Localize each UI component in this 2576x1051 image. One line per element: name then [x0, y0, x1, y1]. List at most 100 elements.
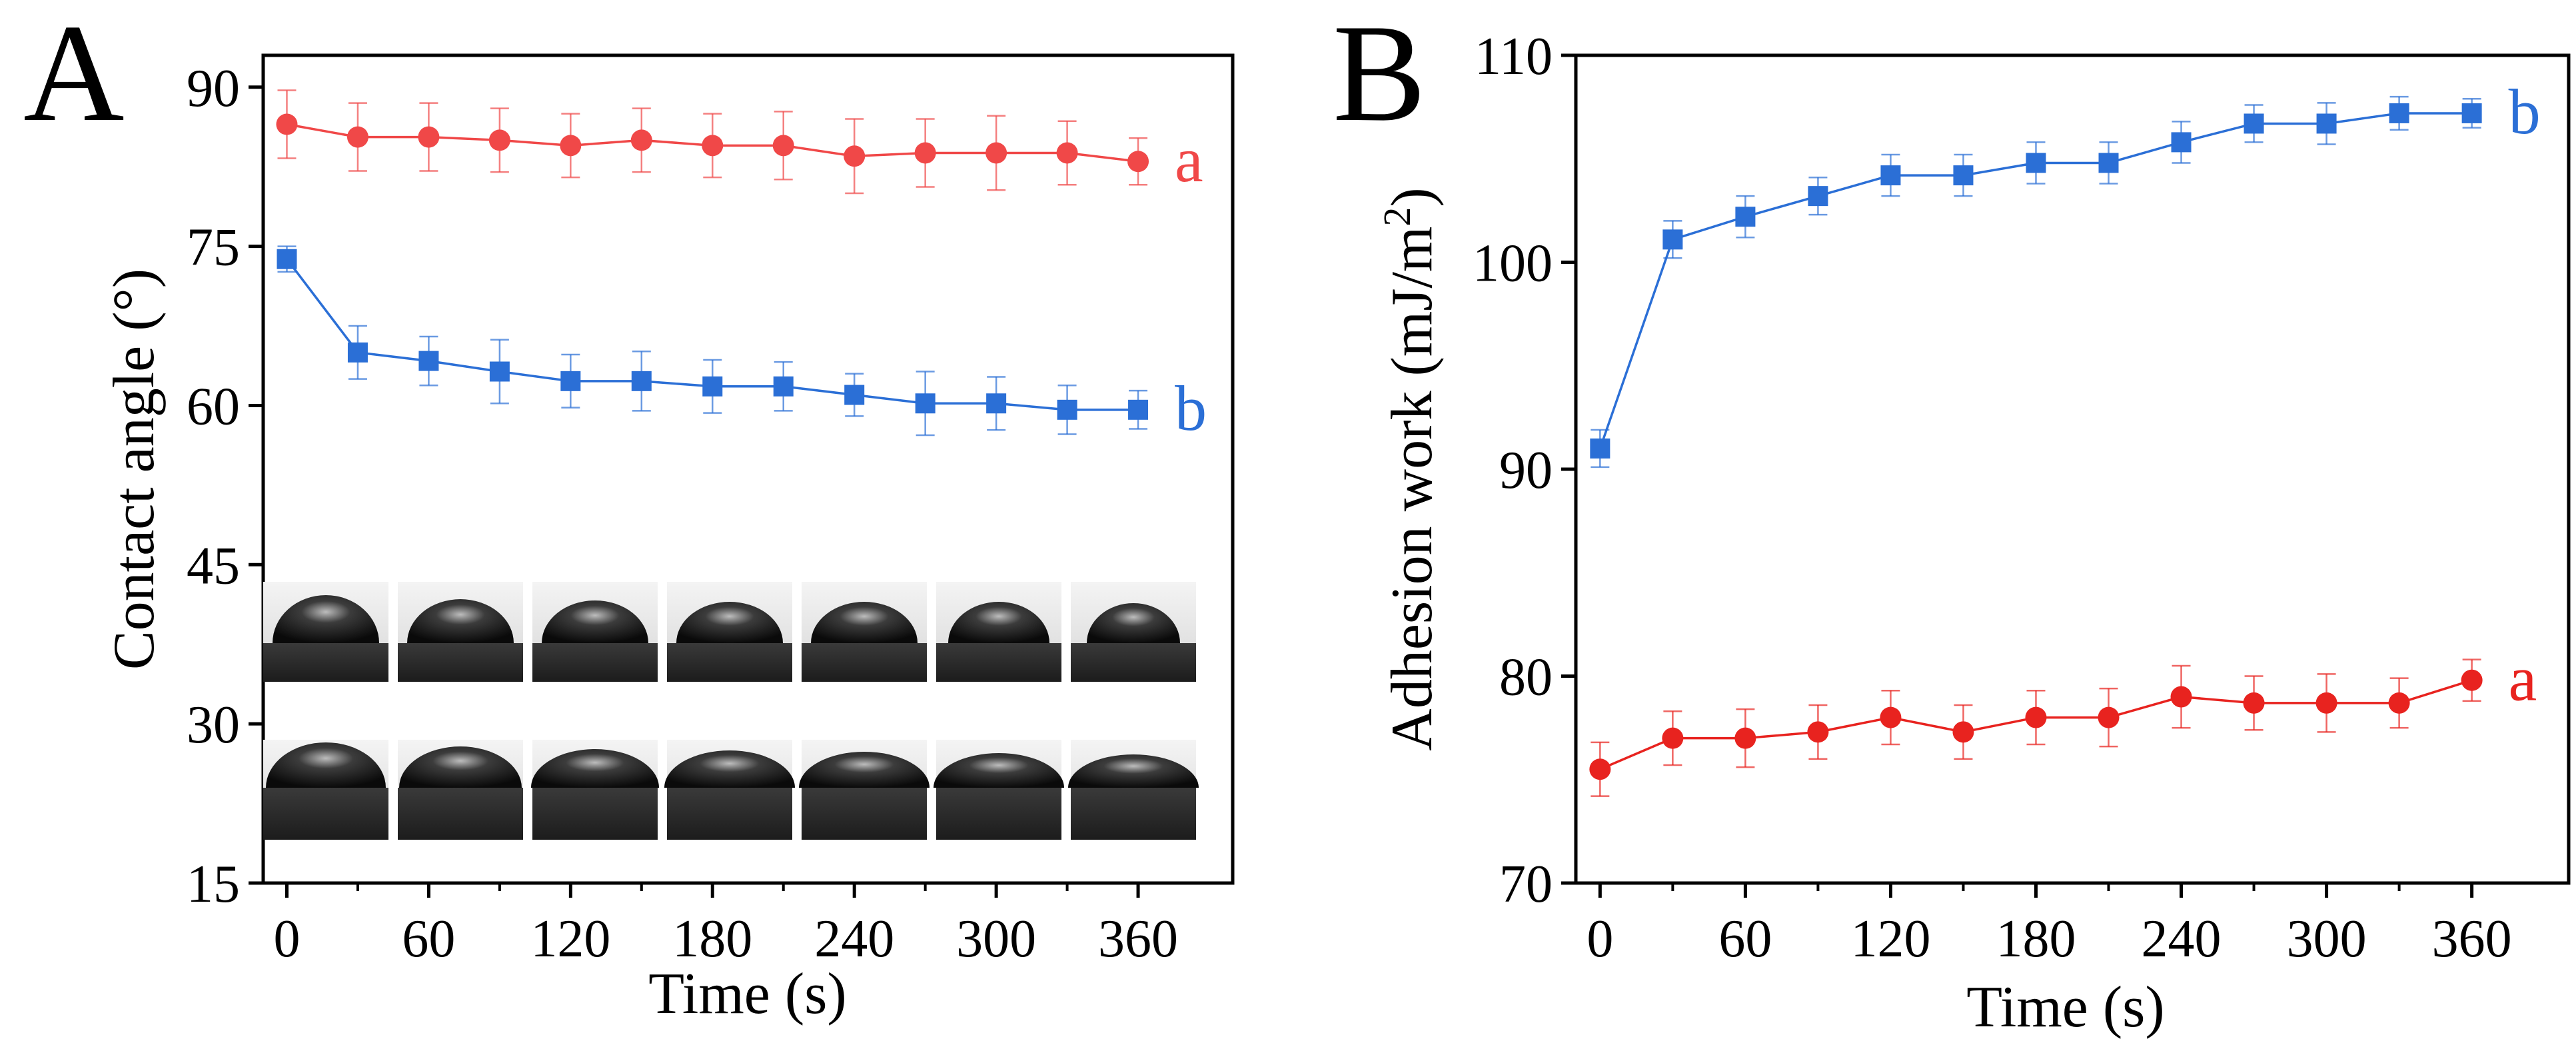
data-point: [1880, 165, 1901, 186]
data-point: [844, 145, 866, 167]
panel-b-y-axis-title: Adhesion work (mJ/m2): [1375, 187, 1445, 750]
data-point: [1662, 727, 1684, 749]
x-tick-label: 120: [1850, 910, 1930, 968]
data-point: [2171, 132, 2192, 153]
data-point: [1057, 399, 1077, 420]
data-point: [1127, 151, 1149, 173]
data-point: [630, 129, 652, 151]
data-point: [914, 142, 936, 164]
y-tick-label: 90: [187, 59, 240, 118]
panel-b-plot-frame: [1574, 53, 2571, 885]
data-point: [1808, 186, 1828, 207]
data-point: [1952, 721, 1974, 743]
panel-a-x-axis-title: Time (s): [648, 962, 846, 1026]
data-point: [1589, 758, 1611, 780]
droplet-photo: [799, 740, 930, 840]
x-tick-label: 360: [2432, 910, 2512, 968]
x-tick-label: 180: [672, 910, 752, 968]
data-point: [2026, 153, 2046, 173]
droplet-photo: [934, 740, 1064, 840]
data-point: [702, 135, 724, 157]
panel-b-y-axis-title-close: ): [1380, 187, 1445, 207]
data-point: [1128, 399, 1149, 420]
x-tick-label: 0: [1587, 910, 1613, 968]
data-point: [985, 142, 1007, 164]
y-tick-label: 70: [1499, 855, 1553, 914]
x-tick-label: 0: [273, 910, 300, 968]
data-point: [2388, 692, 2410, 714]
panel-a: A 0 60 120 180 240 300 360 15 30 45 60 75 90 a b Time…: [23, 0, 1235, 1026]
series-label: a: [2509, 643, 2537, 714]
data-point: [2243, 692, 2265, 714]
y-tick-label: 75: [187, 219, 240, 277]
y-tick-label: 90: [1499, 441, 1553, 500]
y-tick-label: 110: [1475, 27, 1553, 86]
panel-b: B 0 60 120 180 240 300 360 70 80 90 100 110 b a Time…: [1333, 0, 2571, 1040]
series-a: a: [1589, 643, 2537, 797]
data-point: [1880, 706, 1902, 728]
droplet-photo: [263, 740, 388, 840]
data-point: [418, 126, 440, 148]
data-point: [2025, 706, 2047, 728]
data-point: [772, 135, 794, 157]
data-point: [2170, 686, 2192, 708]
data-point: [418, 351, 439, 371]
panel-b-label: B: [1333, 0, 1426, 151]
data-point: [1662, 229, 1683, 250]
x-tick-label: 120: [530, 910, 610, 968]
data-point: [560, 371, 581, 391]
data-point: [560, 135, 582, 157]
droplet-photo: [531, 740, 659, 840]
panel-a-label: A: [23, 0, 125, 151]
data-point: [2461, 669, 2483, 691]
data-point: [2389, 103, 2409, 123]
panel-b-y-axis-title-sup: 2: [1375, 207, 1419, 227]
series-b: b: [1590, 76, 2541, 469]
data-point: [347, 342, 368, 363]
droplet-photo: [398, 582, 523, 682]
y-tick-label: 45: [187, 536, 240, 595]
series-label: b: [1175, 373, 1207, 444]
droplet-photo: [1071, 582, 1196, 682]
series-a: a: [276, 89, 1203, 195]
data-point: [1056, 142, 1078, 164]
data-point: [277, 249, 297, 269]
droplet-photo: [664, 740, 795, 840]
x-tick-label: 240: [2142, 910, 2222, 968]
data-point: [915, 393, 936, 414]
data-point: [844, 385, 865, 405]
x-tick-label: 60: [1718, 910, 1772, 968]
droplet-photo: [1068, 740, 1199, 840]
data-point: [1807, 721, 1829, 743]
data-point: [1953, 165, 1974, 186]
data-point: [2098, 706, 2120, 728]
data-point: [2098, 153, 2119, 173]
data-point: [2244, 113, 2264, 134]
y-tick-label: 80: [1499, 648, 1553, 707]
droplet-photo: [802, 582, 927, 682]
data-point: [2316, 113, 2337, 134]
x-tick-label: 360: [1098, 910, 1178, 968]
droplet-photo: [936, 582, 1061, 682]
data-point: [488, 129, 510, 151]
y-tick-label: 15: [187, 855, 240, 914]
series-label: a: [1175, 124, 1203, 195]
droplet-photo: [398, 740, 523, 840]
y-tick-label: 60: [187, 377, 240, 436]
x-tick-label: 300: [956, 910, 1036, 968]
droplet-inset: [263, 582, 1199, 840]
droplet-photo: [263, 582, 388, 682]
data-point: [489, 361, 510, 382]
panel-a-plot-frame: [261, 53, 1235, 885]
data-point: [276, 113, 298, 135]
droplet-photo: [667, 582, 792, 682]
data-point: [1735, 207, 1756, 227]
panel-a-y-axis-title: Contact angle (°): [102, 269, 167, 670]
data-point: [702, 376, 723, 397]
data-point: [986, 393, 1007, 414]
data-point: [346, 126, 368, 148]
data-point: [2461, 103, 2482, 123]
panel-b-x-axis-title: Time (s): [1966, 975, 2164, 1040]
data-point: [1734, 727, 1756, 749]
